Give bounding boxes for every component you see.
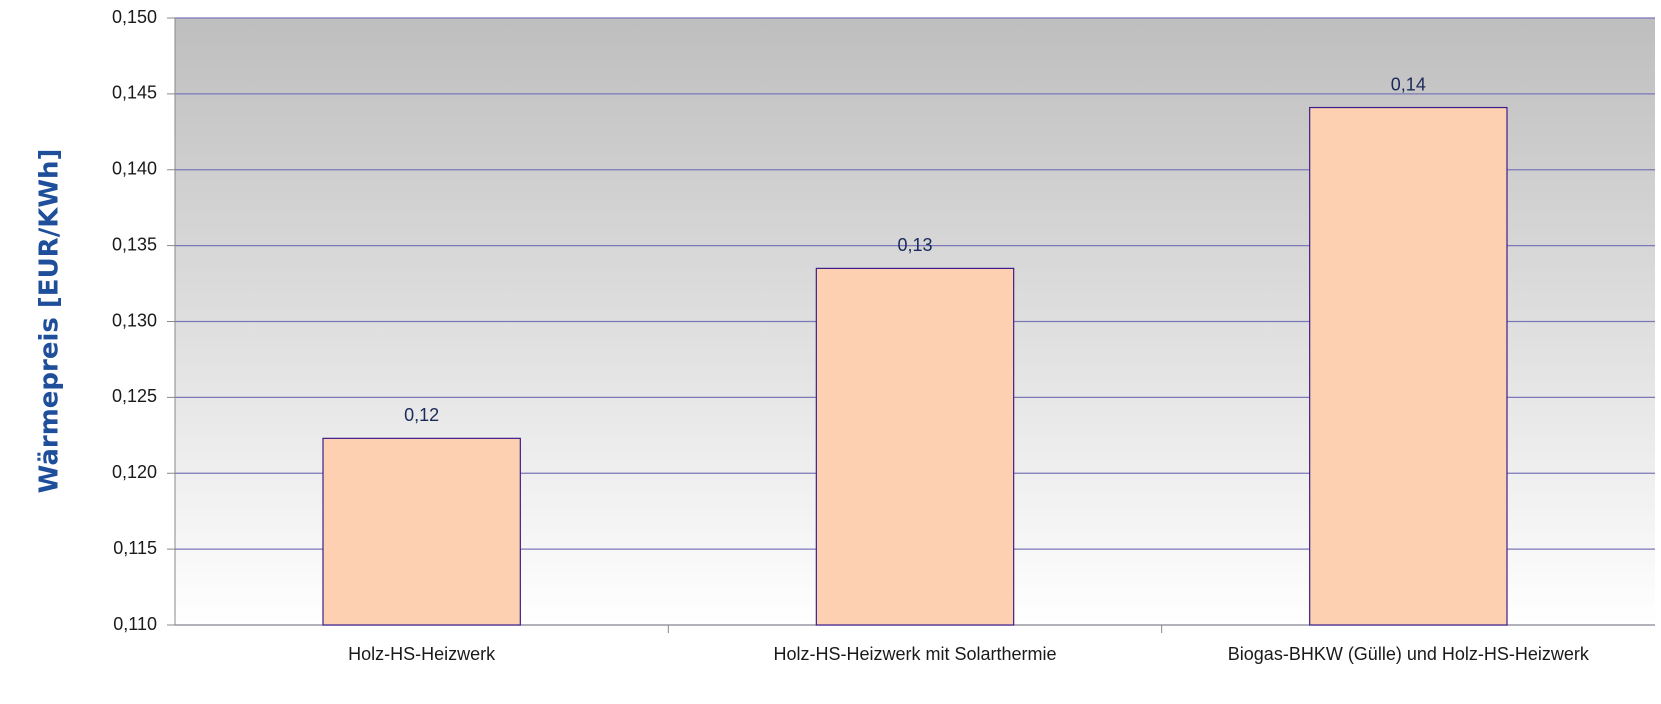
y-tick-label: 0,110: [113, 614, 157, 634]
value-label: 0,14: [1391, 74, 1426, 94]
y-tick-label: 0,120: [112, 462, 157, 482]
x-tick-label: Holz-HS-Heizwerk: [348, 644, 496, 664]
y-tick-label: 0,150: [112, 7, 157, 27]
bar: [815, 267, 1015, 626]
y-tick-label: 0,125: [112, 386, 157, 406]
y-tick-label: 0,130: [112, 310, 157, 330]
y-tick-label: 0,140: [112, 159, 157, 179]
bar: [1309, 106, 1508, 626]
y-tick-label: 0,135: [112, 234, 157, 254]
y-tick-label: 0,145: [112, 83, 157, 103]
x-tick-label: Holz-HS-Heizwerk mit Solarthermie: [773, 644, 1056, 664]
y-tick-label: 0,115: [113, 538, 157, 558]
value-label: 0,13: [897, 235, 932, 255]
y-axis-label: Wärmepreis [EUR/KWh]: [35, 149, 65, 494]
value-label: 0,12: [404, 405, 439, 425]
x-tick-label: Biogas-BHKW (Gülle) und Holz-HS-Heizwerk: [1228, 644, 1590, 664]
bar: [322, 437, 521, 626]
